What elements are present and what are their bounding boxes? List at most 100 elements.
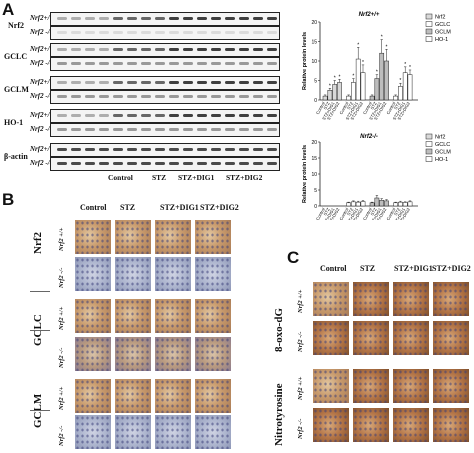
legend-label: GCLC (435, 142, 450, 148)
x-tick-label: Control (385, 207, 396, 220)
wb-genotype-label: Nrf2 -/- (30, 125, 52, 133)
blot-band (253, 114, 263, 117)
blot-band (85, 48, 95, 51)
blot-band (253, 31, 263, 34)
blot-strip (50, 57, 280, 71)
blot-band (71, 95, 81, 98)
blot-band (197, 31, 207, 34)
significance-star: * (339, 74, 341, 80)
blot-band (211, 31, 221, 34)
wb-genotype-label: Nrf2 -/- (30, 92, 52, 100)
blot-band (211, 81, 221, 84)
ihc-micrograph (194, 336, 232, 372)
legend-label: GCLC (435, 22, 450, 28)
blot-band (183, 95, 193, 98)
ihc-micrograph (74, 298, 112, 334)
bar (351, 82, 356, 101)
x-tick-label: STZ (369, 207, 378, 217)
blot-band (155, 114, 165, 117)
blot-band (239, 162, 249, 165)
ihc-micrograph (74, 336, 112, 372)
bar (360, 72, 366, 101)
ihc-micrograph (432, 281, 470, 317)
blot-band (85, 162, 95, 165)
ihc-nuclei-texture (155, 299, 191, 333)
ihc-micrograph (114, 378, 152, 414)
blot-band (169, 31, 179, 34)
ihc-nuclei-texture (353, 408, 389, 442)
significance-star: * (352, 74, 354, 80)
wb-protein-label: β-actin (4, 152, 28, 161)
ihc-micrograph (312, 407, 350, 443)
ihc-genotype-label: Nrf2 +/+ (58, 386, 65, 410)
ihc-micrograph (154, 414, 192, 450)
blot-band (85, 148, 95, 151)
ihc-micrograph (74, 219, 112, 255)
blot-band (197, 48, 207, 51)
blot-band (253, 162, 263, 165)
blot-band (169, 148, 179, 151)
wb-protein-label: Nrf2 (8, 21, 24, 30)
ihc-micrograph (74, 414, 112, 450)
blot-band (183, 128, 193, 131)
blot-band (183, 62, 193, 65)
ihc-micrograph (114, 298, 152, 334)
blot-strip (50, 90, 280, 104)
blot-band (155, 148, 165, 151)
ihc-nuclei-texture (115, 337, 151, 371)
blot-band (169, 81, 179, 84)
bar (355, 58, 361, 101)
blot-band (239, 48, 249, 51)
blot-band (197, 17, 207, 20)
bar (407, 74, 413, 101)
ihc-divider (30, 330, 50, 331)
bar (322, 95, 328, 101)
bar (379, 52, 385, 101)
ihc-micrograph (154, 298, 192, 334)
blot-band (211, 48, 221, 51)
blot-band (155, 48, 165, 51)
ihc-nuclei-texture (313, 408, 349, 442)
blot-band (127, 148, 137, 151)
ihc-nuclei-texture (115, 415, 151, 449)
blot-band (211, 62, 221, 65)
blot-band (71, 31, 81, 34)
x-tick-label: Control (385, 101, 396, 115)
ihc-genotype-label: Nrf2 -/- (58, 425, 65, 446)
blot-band (253, 148, 263, 151)
blot-band (239, 128, 249, 131)
group-underline (106, 170, 278, 171)
bar (402, 202, 408, 207)
ihc-micrograph (392, 281, 430, 317)
legend-swatch (425, 156, 433, 162)
x-tick-label: Control (338, 207, 349, 220)
blot-band (71, 81, 81, 84)
ihc-micrograph (154, 378, 192, 414)
blot-band (71, 128, 81, 131)
blot-band (225, 148, 235, 151)
ihc-micrograph (154, 256, 192, 292)
blot-band (57, 148, 67, 151)
blot-band (141, 81, 151, 84)
blot-band (211, 162, 221, 165)
bar (346, 202, 351, 207)
blot-band (113, 128, 123, 131)
ihc-nuclei-texture (393, 282, 429, 316)
blot-band (183, 31, 193, 34)
ihc-nuclei-texture (433, 321, 469, 355)
blot-band (71, 148, 81, 151)
ihc-nuclei-texture (195, 379, 231, 413)
wb-protein-label: GCLC (4, 52, 28, 61)
ihc-nuclei-texture (393, 369, 429, 403)
y-tick-label: 5 (314, 188, 317, 194)
ihc-nuclei-texture (433, 282, 469, 316)
bar (327, 90, 333, 101)
blot-band (211, 148, 221, 151)
x-tick-label: STZ (346, 101, 355, 111)
ihc-micrograph (352, 407, 390, 443)
ihc-micrograph (154, 219, 192, 255)
wb-genotype-label: Nrf2+/+ (30, 111, 54, 119)
x-tick-label: STZ (369, 101, 378, 111)
blot-band (85, 128, 95, 131)
